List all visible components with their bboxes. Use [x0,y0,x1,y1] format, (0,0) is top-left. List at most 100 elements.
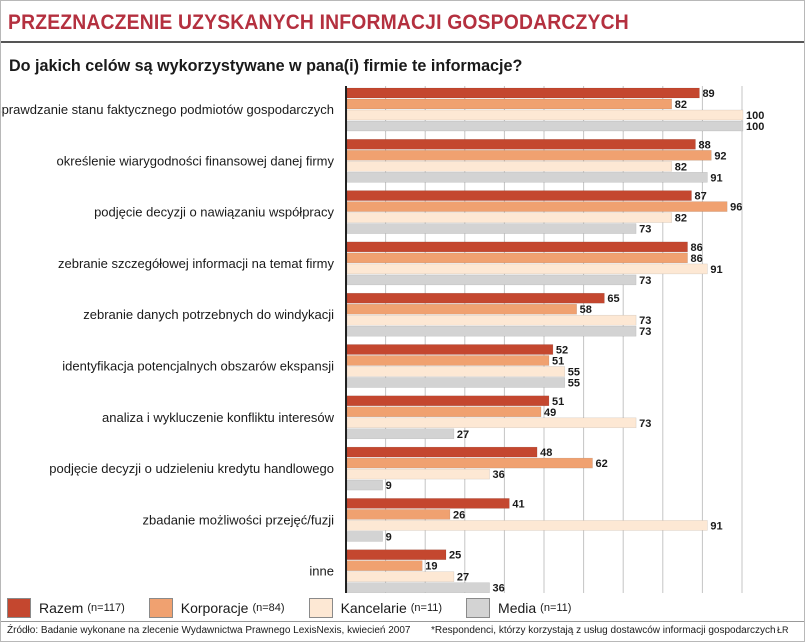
legend-label-media: Media [498,600,537,616]
bar-korporacje [346,150,712,161]
data-label: 25 [449,550,461,562]
legend-swatch-korporacje [148,598,173,618]
legend-label-kancelarie: Kancelarie [340,600,407,616]
data-label: 100 [746,121,764,133]
data-label: 89 [702,88,714,100]
bar-kancelarie [346,161,672,172]
data-label: 19 [425,561,437,573]
legend-n-korporacje: (n=84) [252,602,285,614]
legend: Razem (n=117) Korporacje (n=84) Kancelar… [7,597,595,619]
bar-kancelarie [346,212,672,223]
data-label: 62 [596,458,608,470]
category-label: identyfikacja potencjalnych obszarów eks… [62,359,334,374]
data-label: 100 [746,110,764,122]
category-label: podjęcie decyzji o udzieleniu kredytu ha… [49,461,334,476]
legend-swatch-kancelarie [308,598,333,618]
data-label: 49 [544,407,556,419]
data-label: 82 [675,99,687,111]
author-credit: ŁR [777,625,789,635]
bar-kancelarie [346,109,744,121]
legend-n-media: (n=11) [540,602,572,614]
bar-media [346,172,708,183]
bar-kancelarie [346,263,708,275]
data-label: 36 [493,583,505,595]
data-label: 48 [540,447,552,459]
data-label: 87 [695,191,707,203]
data-label: 9 [386,480,392,492]
bar-razem [346,87,700,99]
bar-korporacje [346,201,728,212]
bar-korporacje [346,457,593,469]
bar-korporacje [346,355,550,366]
bar-media [346,377,566,388]
legend-swatch-media [466,598,491,618]
bar-kancelarie [346,417,637,429]
bar-media [346,274,637,286]
data-label: 73 [639,418,651,430]
data-label: 26 [453,509,465,521]
bar-chart: sprawdzanie stanu faktycznego podmiotów … [1,86,764,595]
legend-n-razem: (n=117) [87,602,125,614]
bar-razem [346,446,538,458]
bar-media [346,582,490,593]
data-label: 55 [568,367,580,379]
category-label: zebranie szczegółowej informacji na tema… [58,256,334,271]
legend-swatch-razem [7,598,31,618]
legend-item-media: Media (n=11) [466,598,571,618]
chart-title: PRZEZNACZENIE UZYSKANYCH INFORMACJI GOSP… [8,11,629,34]
legend-n-kancelarie: (n=11) [410,602,443,614]
bar-korporacje [346,406,542,418]
data-label: 27 [457,572,469,584]
category-label: inne [309,564,334,579]
bar-media [346,223,637,234]
bar-razem [346,292,605,304]
category-label: zebranie danych potrzebnych do windykacj… [83,307,334,322]
data-label: 9 [386,531,392,543]
bar-kancelarie [346,366,566,377]
bar-media [346,325,637,337]
bar-razem [346,241,688,253]
bar-korporacje [346,560,423,571]
data-label: 36 [493,469,505,481]
bar-media [346,120,744,132]
data-label: 91 [710,172,722,184]
data-label: 73 [639,326,651,338]
bar-korporacje [346,252,688,264]
data-label: 91 [710,520,722,532]
legend-item-kancelarie: Kancelarie (n=11) [308,598,443,618]
data-label: 27 [457,429,469,441]
data-label: 88 [698,139,710,151]
chart-question: Do jakich celów są wykorzystywane w pana… [9,56,523,75]
data-label: 91 [710,264,722,276]
bar-media [346,428,455,440]
legend-item-korporacje: Korporacje (n=84) [148,598,285,618]
bar-media [346,531,383,542]
category-label: określenie wiarygodności finansowej dane… [57,153,335,168]
footer-divider [1,621,804,622]
respondents-footnote: *Respondenci, którzy korzystają z usług … [431,625,776,636]
data-label: 55 [568,378,580,390]
data-label: 92 [714,150,726,162]
bar-razem [346,549,447,560]
category-label: sprawdzanie stanu faktycznego podmiotów … [1,102,334,117]
data-label: 73 [639,315,651,327]
category-label: zbadanie możliwości przejęć/fuzji [143,512,335,527]
bar-media [346,479,383,491]
data-label: 82 [675,213,687,225]
data-label: 58 [580,304,592,316]
category-label: analiza i wykluczenie konfliktu interesó… [102,410,335,425]
bar-korporacje [346,98,672,110]
data-label: 51 [552,356,564,368]
bar-kancelarie [346,468,490,480]
data-label: 86 [691,242,703,254]
bar-korporacje [346,303,577,315]
bar-kancelarie [346,571,455,582]
data-label: 73 [639,224,651,236]
bar-razem [346,498,510,509]
bar-razem [346,139,696,150]
bar-razem [346,344,554,355]
data-label: 73 [639,275,651,287]
source-note: Źródło: Badanie wykonane na zlecenie Wyd… [7,625,411,636]
data-label: 41 [512,498,524,510]
